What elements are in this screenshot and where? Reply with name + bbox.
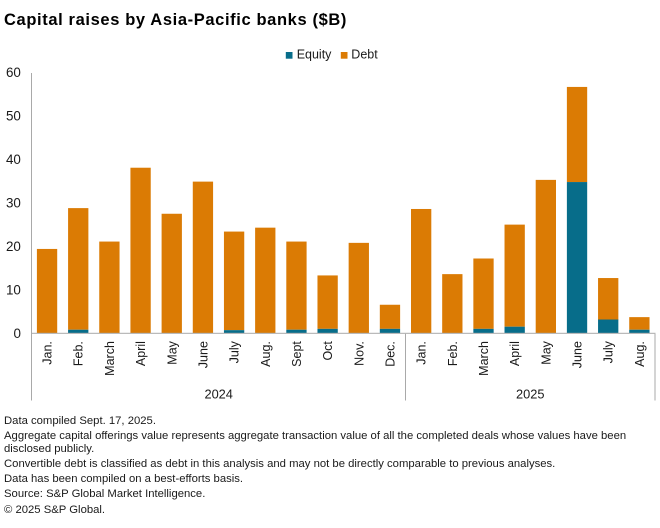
svg-text:50: 50 (6, 109, 21, 124)
svg-text:Feb.: Feb. (72, 341, 86, 366)
svg-text:May: May (539, 340, 553, 364)
svg-text:Nov.: Nov. (352, 341, 366, 366)
svg-text:Jan.: Jan. (415, 341, 429, 365)
svg-text:Dec.: Dec. (383, 341, 397, 367)
svg-text:30: 30 (6, 196, 21, 211)
svg-text:March: March (477, 341, 491, 376)
svg-text:Aug.: Aug. (259, 341, 273, 367)
svg-text:Sept: Sept (290, 341, 304, 367)
svg-text:May: May (165, 340, 179, 364)
svg-text:June: June (196, 341, 210, 368)
svg-text:20: 20 (6, 239, 21, 254)
svg-text:60: 60 (6, 65, 21, 80)
svg-text:Feb.: Feb. (446, 341, 460, 366)
svg-text:Debt: Debt (351, 48, 378, 62)
svg-text:Jan.: Jan. (41, 341, 55, 365)
svg-text:Equity: Equity (297, 48, 332, 62)
svg-text:2025: 2025 (516, 386, 544, 401)
svg-text:April: April (134, 341, 148, 366)
svg-text:Aug.: Aug. (633, 341, 647, 367)
svg-text:Oct: Oct (321, 341, 335, 361)
svg-text:10: 10 (6, 282, 21, 297)
svg-text:2024: 2024 (204, 386, 232, 401)
svg-text:July: July (602, 340, 616, 363)
svg-text:0: 0 (13, 326, 20, 341)
svg-text:June: June (571, 341, 585, 368)
svg-text:April: April (508, 341, 522, 366)
svg-text:40: 40 (6, 152, 21, 167)
svg-text:July: July (228, 340, 242, 363)
svg-text:March: March (103, 341, 117, 376)
